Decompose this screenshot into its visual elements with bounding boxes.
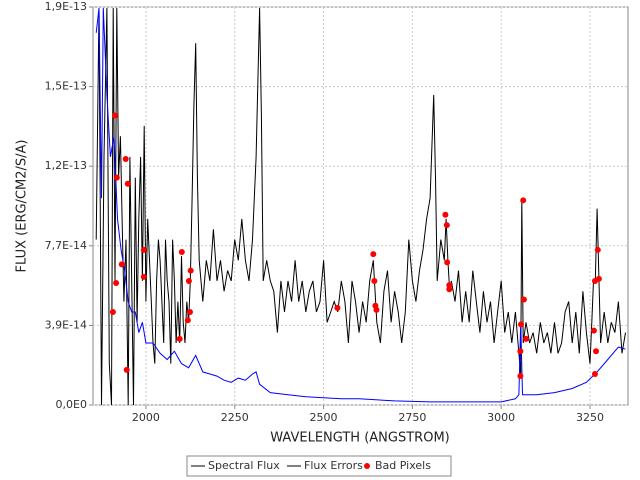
point: [184, 317, 191, 324]
y-tick-label: 1,5E-13: [45, 80, 87, 93]
point: [124, 180, 131, 187]
point: [446, 286, 453, 293]
point: [109, 308, 116, 315]
legend-label: Bad Pixels: [375, 459, 431, 472]
legend: [186, 455, 452, 477]
point: [593, 348, 600, 355]
point: [444, 259, 451, 266]
x-tick-label: 2750: [398, 411, 426, 424]
point: [520, 296, 527, 303]
point: [370, 251, 377, 258]
point: [113, 174, 120, 181]
line: [95, 7, 626, 405]
point: [443, 222, 450, 229]
x-tick-label: 2500: [310, 411, 338, 424]
point: [123, 366, 130, 373]
point: [446, 282, 453, 289]
x-axis-title: WAVELENGTH (ANGSTROM): [270, 431, 449, 446]
point: [178, 249, 185, 256]
point: [334, 304, 341, 311]
point: [590, 327, 597, 334]
point: [517, 373, 524, 380]
point: [140, 273, 147, 280]
point: [186, 308, 193, 315]
point: [122, 155, 129, 162]
point: [518, 321, 525, 328]
y-tick-label: 0,0E0: [56, 398, 87, 411]
point: [176, 335, 183, 342]
legend-label: Flux Errors: [304, 459, 363, 472]
y-tick-label: 1,2E-13: [45, 159, 87, 172]
x-tick-label: 3250: [576, 411, 604, 424]
point: [520, 197, 527, 204]
point: [517, 348, 524, 355]
point: [371, 277, 378, 284]
point: [140, 246, 147, 253]
x-tick-label: 2000: [132, 411, 160, 424]
x-tick-label: 3000: [487, 411, 515, 424]
point: [113, 280, 120, 287]
point: [185, 277, 192, 284]
y-axis-title: FLUX (ERG/CM2/S/A): [15, 140, 30, 273]
point: [373, 306, 380, 313]
point: [442, 211, 449, 218]
point: [523, 335, 530, 342]
y-tick-label: 3,9E-14: [45, 318, 87, 331]
point: [112, 112, 119, 119]
legend-label: Spectral Flux: [208, 459, 280, 472]
y-tick-label: 1,9E-13: [45, 0, 87, 13]
point: [187, 267, 194, 274]
point: [594, 246, 601, 253]
legend-swatch: [364, 463, 370, 469]
point: [591, 277, 598, 284]
point: [591, 370, 598, 377]
plot-layer: [95, 7, 626, 405]
x-tick-label: 2250: [221, 411, 249, 424]
point: [118, 261, 125, 268]
y-tick-label: 7,7E-14: [45, 239, 87, 252]
plot-area: [92, 6, 629, 406]
